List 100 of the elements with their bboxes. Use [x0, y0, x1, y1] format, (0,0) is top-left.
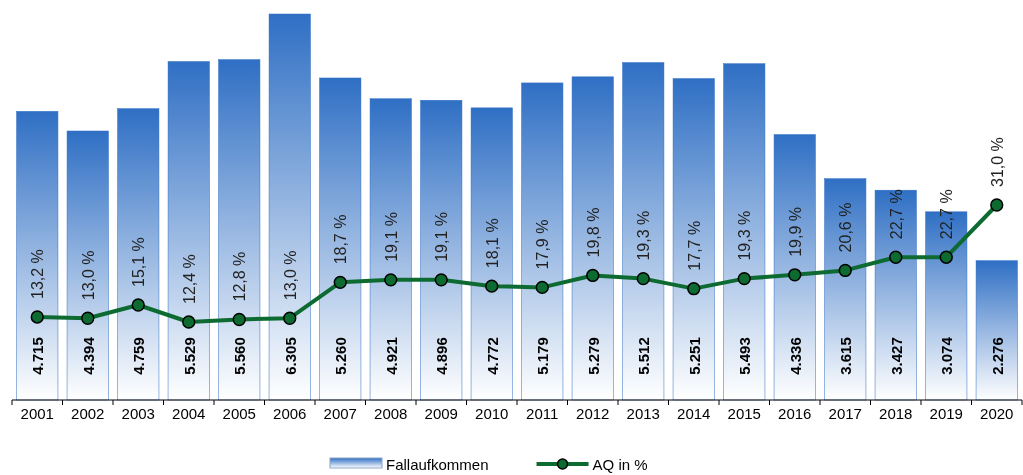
point: [535, 280, 549, 295]
data-label: 4.896: [433, 337, 451, 375]
legend-label: Fallaufkommen: [386, 456, 489, 473]
x-tick-label: 2006: [273, 405, 307, 422]
data-label: 19,1 %: [433, 212, 451, 262]
bar: [117, 108, 160, 401]
point: [586, 268, 600, 283]
data-label: 19,1 %: [382, 212, 400, 262]
bar: [319, 77, 362, 401]
bar: [925, 211, 968, 401]
point: [384, 273, 398, 287]
bar: [420, 100, 463, 401]
x-tick-label: 2018: [879, 405, 913, 422]
data-label: 12,8 %: [231, 251, 249, 302]
x-tick-label: 2004: [172, 405, 206, 422]
x-tick-label: 2001: [20, 405, 54, 422]
point: [30, 310, 44, 324]
bar: [672, 78, 715, 401]
data-label: 18,7 %: [332, 214, 350, 265]
point: [687, 282, 701, 296]
data-label: 5.529: [180, 337, 198, 375]
bar: [268, 13, 311, 401]
point: [636, 271, 650, 286]
bar: [218, 59, 261, 401]
data-label: 5.179: [534, 337, 552, 375]
data-label: 3.074: [938, 336, 956, 375]
data-label: 6.305: [281, 337, 299, 375]
point: [485, 279, 499, 293]
point: [333, 275, 347, 290]
x-tick-label: 2015: [727, 405, 761, 422]
data-label: 15,1 %: [130, 237, 148, 288]
bar: [874, 189, 917, 401]
x-tick-label: 2013: [626, 405, 660, 422]
x-tick-label: 2019: [929, 405, 963, 422]
data-label: 5.493: [736, 337, 754, 375]
point: [990, 198, 1004, 212]
x-tick-label: 2016: [778, 405, 812, 422]
bar: [622, 62, 665, 401]
bar: [571, 76, 614, 401]
bar: [369, 98, 412, 401]
bar: [773, 134, 816, 401]
x-tick-label: 2002: [71, 405, 105, 422]
data-label: 19,3 %: [635, 210, 653, 261]
data-label: 22,7 %: [887, 189, 905, 240]
bar: [723, 63, 766, 401]
data-label: 19,3 %: [736, 210, 754, 261]
data-label: 20,6 %: [837, 202, 855, 253]
bar: [16, 111, 59, 401]
data-label: 3.427: [887, 337, 905, 375]
data-label: 5.512: [635, 337, 653, 375]
data-label: 22,7 %: [938, 189, 956, 240]
data-label: 3.615: [837, 337, 855, 375]
data-label: 4.759: [130, 337, 148, 375]
data-label: 2.276: [988, 337, 1006, 375]
bar: [824, 178, 867, 401]
x-tick-label: 2003: [121, 405, 155, 422]
data-label: 19,9 %: [786, 207, 804, 257]
data-label: 12,4 %: [180, 254, 198, 304]
data-label: 18,1 %: [483, 218, 501, 269]
x-tick-label: 2005: [222, 405, 256, 422]
bar: [470, 107, 513, 401]
x-tick-label: 2007: [323, 405, 357, 422]
point: [131, 298, 145, 312]
x-tick-label: 2010: [475, 405, 509, 422]
x-tick-label: 2009: [424, 405, 458, 422]
bar: [521, 82, 564, 401]
point: [889, 250, 903, 264]
data-label: 5.560: [231, 337, 249, 375]
data-label: 13,0 %: [281, 250, 299, 301]
legend-label: AQ in %: [592, 456, 648, 473]
data-label: 4.394: [79, 336, 97, 375]
data-label: 17,9 %: [534, 219, 552, 270]
data-label: 31,0 %: [988, 137, 1006, 187]
data-label: 5.260: [332, 337, 350, 375]
data-label: 4.772: [483, 337, 501, 375]
data-label: 13,0 %: [79, 250, 97, 301]
x-tick-label: 2012: [576, 405, 610, 422]
point: [939, 250, 953, 264]
point: [81, 311, 95, 325]
data-label: 4.715: [29, 337, 47, 375]
point: [434, 273, 448, 287]
point: [788, 268, 802, 282]
data-label: 4.921: [382, 337, 400, 375]
data-label: 5.251: [685, 337, 703, 375]
x-tick-label: 2020: [980, 405, 1014, 422]
bar: [167, 61, 210, 401]
data-label: 19,8 %: [584, 207, 602, 258]
point: [737, 271, 751, 286]
point: [283, 311, 297, 325]
x-tick-label: 2014: [677, 405, 711, 422]
bar: [975, 260, 1018, 401]
data-label: 4.336: [786, 337, 804, 375]
point: [838, 263, 852, 278]
x-tick-label: 2011: [526, 405, 559, 422]
point: [232, 312, 246, 327]
point: [182, 315, 196, 329]
x-tick-label: 2017: [828, 405, 862, 422]
data-label: 5.279: [584, 337, 602, 375]
bar: [66, 130, 109, 401]
x-tick-label: 2008: [374, 405, 408, 422]
